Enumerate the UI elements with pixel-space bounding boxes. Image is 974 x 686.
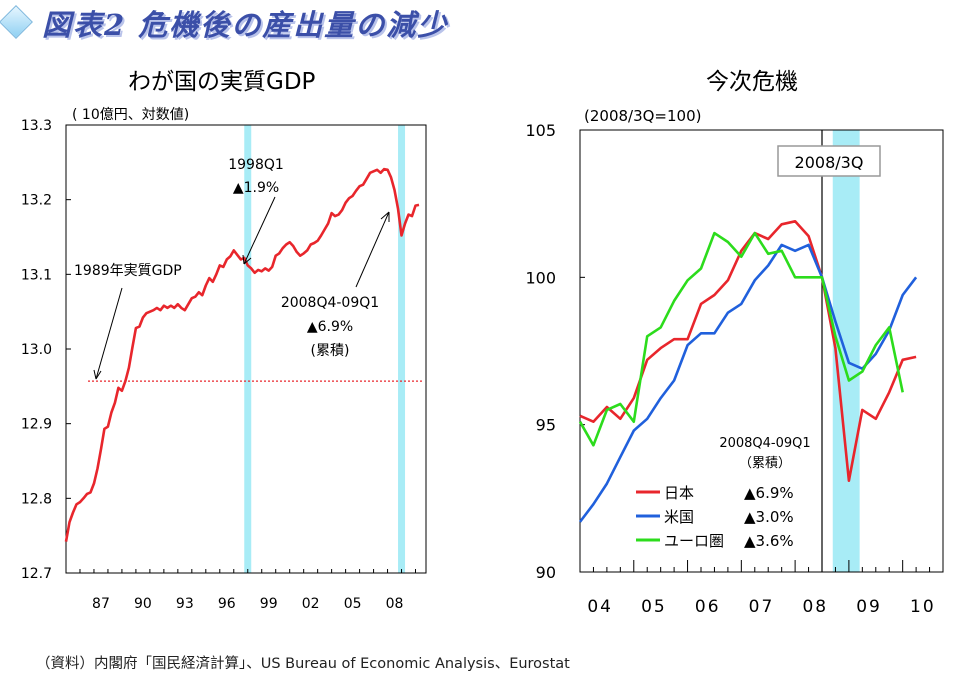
x-tick-label: 99 <box>260 596 278 612</box>
y-tick-label: 13.0 <box>21 342 52 358</box>
series-line-1 <box>578 243 918 523</box>
shaded-period <box>398 125 406 573</box>
x-tick-label: 08 <box>802 597 828 617</box>
y-tick-label: 13.3 <box>21 118 52 134</box>
x-tick-label: 07 <box>749 597 775 617</box>
y-tick-label: 13.1 <box>21 267 52 283</box>
series-line-0 <box>579 220 917 482</box>
annotation-2008-arrowhead <box>380 211 390 222</box>
annotation-2008-value: ▲6.9% <box>307 319 353 335</box>
x-tick-label: 09 <box>856 597 882 617</box>
annotation-1998q1-label: 1998Q1 <box>228 157 284 173</box>
legend-subheading: （累積） <box>739 456 791 471</box>
page-header: 図表2 危機後の産出量の減少 <box>0 0 974 48</box>
x-tick-label: 96 <box>218 596 236 612</box>
legend-series-value: ▲3.6% <box>744 532 794 550</box>
gdp-series-line <box>64 167 420 542</box>
y-tick-label: 105 <box>525 121 556 140</box>
x-tick-label: 05 <box>641 597 667 617</box>
y-tick-label: 12.7 <box>21 566 52 582</box>
y-tick-label: 100 <box>525 268 556 287</box>
x-tick-label: 90 <box>134 596 152 612</box>
x-tick-label: 10 <box>910 597 936 617</box>
annotation-1989-arrow <box>95 287 123 380</box>
x-tick-label: 05 <box>344 596 362 612</box>
annotation-1998q1-arrow <box>243 196 276 265</box>
annotation-2008-note: (累積) <box>311 343 350 359</box>
annotation-1998q1-value: ▲1.9% <box>233 180 279 196</box>
right-chart-title: 今次危機 <box>706 69 798 95</box>
left-chart-title: わが国の実質GDP <box>128 69 316 95</box>
y-tick-label: 12.9 <box>21 417 52 433</box>
legend-series-name: 日本 <box>664 484 694 502</box>
annotation-1998q1-arrowhead <box>242 254 252 265</box>
legend-heading: 2008Q4-09Q1 <box>719 436 810 451</box>
y-tick-label: 13.2 <box>21 193 52 209</box>
legend-series-value: ▲3.0% <box>744 508 794 526</box>
x-tick-label: 87 <box>92 596 110 612</box>
annotation-2008-arrow <box>355 211 390 288</box>
x-tick-label: 02 <box>302 596 320 612</box>
legend-series-value: ▲6.9% <box>744 484 794 502</box>
x-tick-label: 93 <box>176 596 194 612</box>
left-chart-unit-label: ( 10億円、対数値) <box>72 107 190 123</box>
legend-series-name: ユーロ圏 <box>664 532 724 550</box>
annotation-2008-label: 2008Q4-09Q1 <box>281 295 379 311</box>
y-tick-label: 12.8 <box>21 491 52 507</box>
right-chart-unit-label: (2008/3Q=100) <box>584 107 702 125</box>
x-tick-label: 06 <box>695 597 721 617</box>
y-tick-label: 95 <box>536 416 556 435</box>
series-line-2 <box>578 231 904 447</box>
x-tick-label: 04 <box>587 597 613 617</box>
reference-marker-label: 2008/3Q <box>795 153 864 172</box>
source-note: （資料）内閣府「国民経済計算」、US Bureau of Economic An… <box>36 656 570 672</box>
y-tick-label: 90 <box>536 563 556 582</box>
shaded-period <box>244 125 252 573</box>
x-tick-label: 08 <box>386 596 404 612</box>
annotation-1989-label: 1989年実質GDP <box>74 263 182 279</box>
annotation-1989-arrowhead <box>93 369 102 380</box>
reference-marker-box <box>777 145 881 177</box>
page-title: 図表2 危機後の産出量の減少 <box>42 8 449 42</box>
legend-series-name: 米国 <box>664 508 694 526</box>
plot-frame <box>579 129 944 573</box>
